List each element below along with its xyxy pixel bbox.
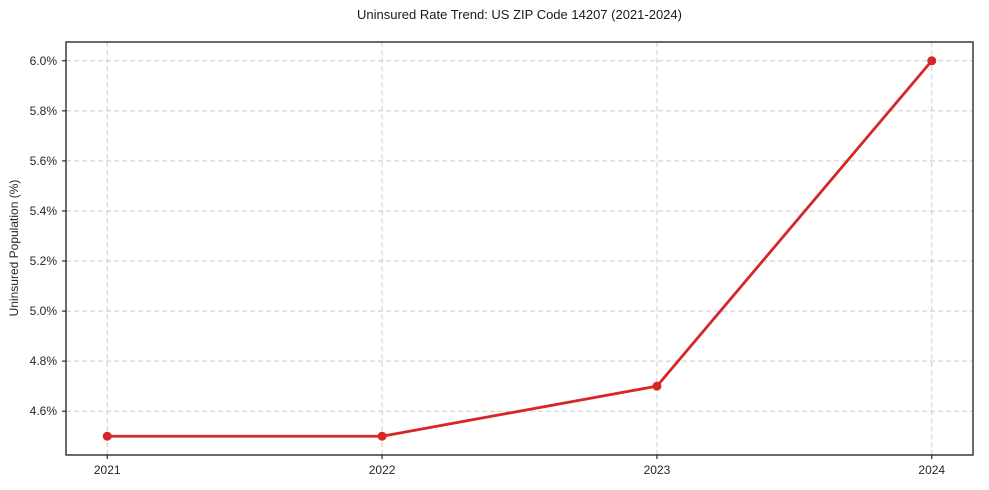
y-tick-label: 5.2% — [30, 254, 58, 268]
data-point — [102, 431, 112, 441]
y-tick-label: 4.8% — [30, 354, 58, 368]
chart-title: Uninsured Rate Trend: US ZIP Code 14207 … — [357, 7, 682, 22]
y-tick-label: 5.8% — [30, 104, 58, 118]
y-tick-label: 5.0% — [30, 304, 58, 318]
x-tick-label: 2022 — [369, 463, 396, 477]
data-point — [377, 431, 387, 441]
plot-border — [65, 41, 974, 456]
data-point — [927, 56, 937, 66]
y-tick-label: 5.4% — [30, 204, 58, 218]
data-point — [652, 381, 662, 391]
x-tick-label: 2024 — [918, 463, 945, 477]
trend-line — [105, 59, 934, 438]
y-tick-label: 4.6% — [30, 404, 58, 418]
y-tick-label: 6.0% — [30, 54, 58, 68]
x-tick-label: 2023 — [644, 463, 671, 477]
y-tick-label: 5.6% — [30, 154, 58, 168]
x-tick-label: 2021 — [94, 463, 121, 477]
